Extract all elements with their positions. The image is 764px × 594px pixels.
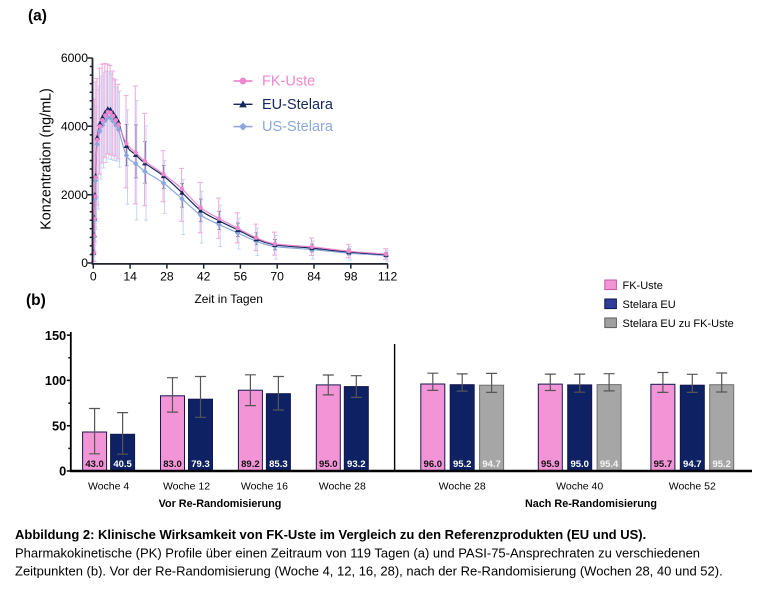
svg-text:(b): (b) xyxy=(26,292,46,309)
svg-text:98: 98 xyxy=(344,270,358,284)
svg-text:100: 100 xyxy=(45,373,66,388)
svg-text:Woche 40: Woche 40 xyxy=(556,480,603,492)
svg-text:FK-Uste: FK-Uste xyxy=(623,280,663,292)
svg-text:42: 42 xyxy=(197,270,211,284)
svg-text:150: 150 xyxy=(45,328,66,343)
svg-text:95.4: 95.4 xyxy=(600,459,619,470)
svg-text:0: 0 xyxy=(90,270,97,284)
svg-text:93.2: 93.2 xyxy=(347,459,366,470)
svg-text:112: 112 xyxy=(378,270,398,284)
svg-text:94.7: 94.7 xyxy=(482,459,501,470)
svg-text:Woche 16: Woche 16 xyxy=(241,480,288,492)
svg-text:FK-Uste: FK-Uste xyxy=(262,74,315,90)
svg-text:95.2: 95.2 xyxy=(712,459,731,470)
svg-text:95.0: 95.0 xyxy=(570,459,589,470)
svg-text:Pharmakokinetische (PK) Profil: Pharmakokinetische (PK) Profile über ein… xyxy=(15,546,700,561)
svg-text:94.7: 94.7 xyxy=(683,459,702,470)
svg-text:56: 56 xyxy=(234,270,248,284)
svg-text:2000: 2000 xyxy=(61,188,88,202)
svg-text:43.0: 43.0 xyxy=(85,459,104,470)
svg-text:Stelara EU: Stelara EU xyxy=(623,299,676,311)
svg-text:Woche 28: Woche 28 xyxy=(439,480,486,492)
svg-text:EU-Stelara: EU-Stelara xyxy=(262,97,334,113)
svg-text:Zeitpunkten (b). Vor der Re-Ra: Zeitpunkten (b). Vor der Re-Randomisieru… xyxy=(15,564,723,579)
svg-text:95.7: 95.7 xyxy=(654,459,673,470)
svg-text:0: 0 xyxy=(81,256,88,270)
svg-text:6000: 6000 xyxy=(61,51,88,65)
svg-text:95.9: 95.9 xyxy=(541,459,560,470)
svg-text:US-Stelara: US-Stelara xyxy=(262,119,334,135)
svg-text:84: 84 xyxy=(307,270,321,284)
svg-text:Nach Re-Randomisierung: Nach Re-Randomisierung xyxy=(525,498,657,510)
svg-text:40.5: 40.5 xyxy=(113,459,132,470)
svg-text:83.0: 83.0 xyxy=(163,459,182,470)
svg-text:Woche 4: Woche 4 xyxy=(88,480,129,492)
svg-text:50: 50 xyxy=(52,418,66,433)
svg-text:95.0: 95.0 xyxy=(319,459,338,470)
svg-text:Stelara EU zu FK-Uste: Stelara EU zu FK-Uste xyxy=(623,318,734,330)
svg-text:14: 14 xyxy=(123,270,137,284)
svg-text:Zeit in Tagen: Zeit in Tagen xyxy=(194,292,263,306)
svg-text:Woche 12: Woche 12 xyxy=(163,480,210,492)
svg-text:(a): (a) xyxy=(28,7,47,24)
svg-text:95.2: 95.2 xyxy=(453,459,472,470)
svg-text:70: 70 xyxy=(270,270,284,284)
svg-text:0: 0 xyxy=(59,464,66,479)
svg-text:28: 28 xyxy=(160,270,174,284)
svg-text:4000: 4000 xyxy=(61,120,88,134)
svg-text:Abbildung 2: Klinische Wirksam: Abbildung 2: Klinische Wirksamkeit von F… xyxy=(15,527,646,542)
svg-text:89.2: 89.2 xyxy=(241,459,260,470)
svg-text:85.3: 85.3 xyxy=(269,459,288,470)
svg-text:79.3: 79.3 xyxy=(191,459,210,470)
svg-text:Woche 28: Woche 28 xyxy=(319,480,366,492)
svg-text:Woche 52: Woche 52 xyxy=(669,480,716,492)
svg-text:96.0: 96.0 xyxy=(424,459,443,470)
svg-text:Konzentration (ng/mL): Konzentration (ng/mL) xyxy=(39,88,55,229)
svg-text:Vor Re-Randomisierung: Vor Re-Randomisierung xyxy=(159,498,282,510)
